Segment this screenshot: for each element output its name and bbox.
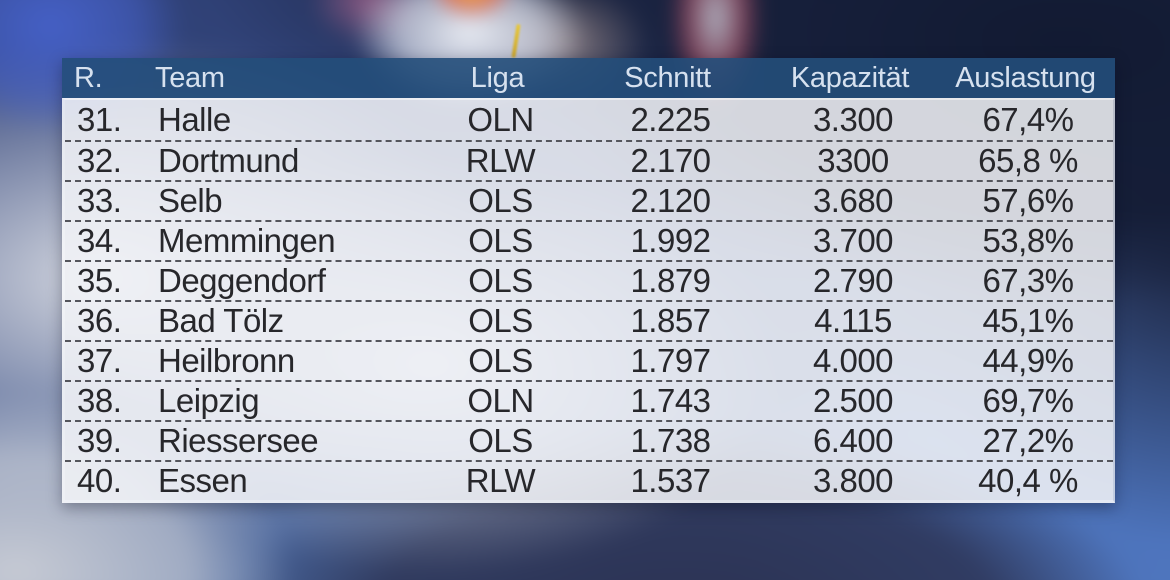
cell-kapazitaet: 2.500 bbox=[812, 382, 894, 419]
cell-team: Essen bbox=[158, 462, 248, 499]
cell-kapazitaet: 4.115 bbox=[814, 302, 892, 339]
cell-kapazitaet: 3300 bbox=[817, 142, 889, 179]
cell-schnitt: 2.170 bbox=[630, 142, 711, 179]
cell-team: Deggendorf bbox=[158, 262, 326, 299]
cell-schnitt: 1.537 bbox=[630, 462, 711, 499]
cell-schnitt: 1.738 bbox=[630, 422, 711, 459]
table-row: 35. Deggendorf OLS 1.879 2.790 67,3% bbox=[65, 260, 1113, 300]
cell-team: Heilbronn bbox=[158, 342, 295, 379]
header-liga: Liga bbox=[470, 62, 525, 94]
cell-team: Bad Tölz bbox=[158, 302, 284, 339]
cell-liga: OLS bbox=[468, 422, 533, 459]
table-row: 31. Halle OLN 2.225 3.300 67,4% bbox=[65, 100, 1113, 140]
cell-rank: 35. bbox=[77, 262, 122, 299]
cell-kapazitaet: 3.700 bbox=[812, 222, 894, 259]
cell-rank: 33. bbox=[77, 182, 122, 219]
cell-auslastung: 27,2% bbox=[982, 422, 1074, 459]
cell-team: Halle bbox=[158, 101, 231, 138]
attendance-table: R. Team Liga Schnitt Kapazität Auslastun… bbox=[62, 58, 1115, 503]
cell-kapazitaet: 4.000 bbox=[812, 342, 894, 379]
header-team: Team bbox=[155, 62, 225, 94]
cell-auslastung: 69,7% bbox=[982, 382, 1074, 419]
cell-liga: OLS bbox=[468, 262, 533, 299]
cell-auslastung: 65,8 % bbox=[978, 142, 1078, 179]
table-row: 40. Essen RLW 1.537 3.800 40,4 % bbox=[65, 460, 1113, 500]
cell-team: Memmingen bbox=[158, 222, 336, 259]
table-header-row: R. Team Liga Schnitt Kapazität Auslastun… bbox=[62, 58, 1115, 98]
cell-liga: OLN bbox=[467, 382, 534, 419]
cell-rank: 32. bbox=[77, 142, 122, 179]
table-row: 34. Memmingen OLS 1.992 3.700 53,8% bbox=[65, 220, 1113, 260]
cell-auslastung: 67,4% bbox=[982, 101, 1074, 138]
cell-schnitt: 1.797 bbox=[630, 342, 711, 379]
cell-liga: OLN bbox=[467, 101, 534, 138]
cell-liga: OLS bbox=[468, 182, 533, 219]
header-rank: R. bbox=[74, 62, 103, 94]
cell-schnitt: 2.225 bbox=[630, 101, 711, 138]
cell-rank: 34. bbox=[77, 222, 122, 259]
cell-auslastung: 57,6% bbox=[982, 182, 1074, 219]
cell-kapazitaet: 6.400 bbox=[812, 422, 894, 459]
table-row: 39. Riessersee OLS 1.738 6.400 27,2% bbox=[65, 420, 1113, 460]
cell-schnitt: 1.879 bbox=[630, 262, 711, 299]
header-kapazitaet: Kapazität bbox=[790, 62, 910, 94]
cell-team: Riessersee bbox=[158, 422, 319, 459]
table-row: 37. Heilbronn OLS 1.797 4.000 44,9% bbox=[65, 340, 1113, 380]
cell-schnitt: 1.857 bbox=[630, 302, 711, 339]
cell-schnitt: 1.743 bbox=[630, 382, 711, 419]
cell-auslastung: 40,4 % bbox=[978, 462, 1078, 499]
cell-rank: 37. bbox=[77, 342, 122, 379]
cell-team: Selb bbox=[158, 182, 223, 219]
table-row: 32. Dortmund RLW 2.170 3300 65,8 % bbox=[65, 140, 1113, 180]
table-row: 38. Leipzig OLN 1.743 2.500 69,7% bbox=[65, 380, 1113, 420]
cell-liga: OLS bbox=[468, 222, 533, 259]
cell-liga: OLS bbox=[468, 302, 533, 339]
cell-auslastung: 45,1% bbox=[982, 302, 1074, 339]
header-auslastung: Auslastung bbox=[955, 62, 1096, 94]
cell-kapazitaet: 3.300 bbox=[812, 101, 894, 138]
cell-auslastung: 67,3% bbox=[982, 262, 1074, 299]
cell-kapazitaet: 3.800 bbox=[812, 462, 894, 499]
cell-kapazitaet: 3.680 bbox=[812, 182, 894, 219]
cell-schnitt: 1.992 bbox=[630, 222, 711, 259]
cell-rank: 38. bbox=[77, 382, 122, 419]
table-body: 31. Halle OLN 2.225 3.300 67,4% 32. Dort… bbox=[62, 98, 1115, 503]
header-schnitt: Schnitt bbox=[624, 62, 711, 94]
cell-auslastung: 53,8% bbox=[982, 222, 1074, 259]
cell-auslastung: 44,9% bbox=[982, 342, 1074, 379]
table-row: 33. Selb OLS 2.120 3.680 57,6% bbox=[65, 180, 1113, 220]
cell-liga: RLW bbox=[465, 462, 536, 499]
cell-team: Dortmund bbox=[158, 142, 299, 179]
cell-rank: 39. bbox=[77, 422, 122, 459]
cell-rank: 31. bbox=[77, 101, 122, 138]
cell-rank: 40. bbox=[77, 462, 122, 499]
table-row: 36. Bad Tölz OLS 1.857 4.115 45,1% bbox=[65, 300, 1113, 340]
cell-schnitt: 2.120 bbox=[630, 182, 711, 219]
cell-liga: OLS bbox=[468, 342, 533, 379]
cell-rank: 36. bbox=[77, 302, 122, 339]
cell-liga: RLW bbox=[465, 142, 536, 179]
cell-team: Leipzig bbox=[158, 382, 260, 419]
cell-kapazitaet: 2.790 bbox=[812, 262, 894, 299]
